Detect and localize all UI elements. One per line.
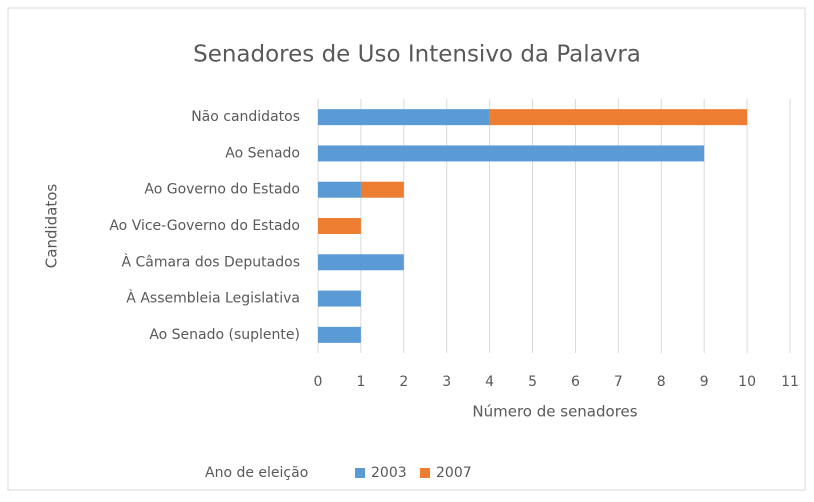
bar (318, 145, 705, 162)
chart-title: Senadores de Uso Intensivo da Palavra (193, 42, 641, 68)
x-tick-label: 9 (700, 374, 709, 390)
y-tick-label: À Assembleia Legislativa (126, 290, 300, 307)
x-tick-label: 11 (781, 374, 799, 390)
x-tick-label: 1 (356, 374, 365, 390)
bar (318, 109, 490, 126)
legend-swatch (420, 468, 430, 478)
legend-swatch (355, 468, 365, 478)
x-tick-label: 10 (738, 374, 756, 390)
y-tick-label: Ao Senado (suplente) (149, 327, 300, 343)
x-tick-label: 7 (614, 374, 623, 390)
y-axis-label: Candidatos (43, 184, 61, 269)
bar (318, 218, 361, 234)
bar (318, 326, 361, 343)
x-tick-label: 3 (442, 374, 451, 390)
x-tick-label: 8 (657, 374, 666, 390)
bar (360, 181, 404, 198)
y-tick-label: À Câmara dos Deputados (121, 253, 300, 270)
y-tick-label: Ao Governo do Estado (144, 182, 300, 198)
bar (489, 109, 748, 126)
y-tick-label: Não candidatos (191, 109, 300, 125)
bar (318, 254, 404, 271)
y-tick-label: Ao Senado (225, 145, 300, 161)
x-tick-label: 4 (485, 374, 494, 390)
chart-border (7, 7, 806, 491)
legend-label: 2007 (436, 465, 472, 481)
bar (318, 181, 361, 198)
x-axis-label: Número de senadores (472, 403, 637, 421)
legend-title: Ano de eleição (205, 465, 308, 481)
x-tick-label: 2 (399, 374, 408, 390)
bar (318, 290, 361, 307)
y-tick-label: Ao Vice-Governo do Estado (109, 218, 300, 234)
x-tick-label: 5 (528, 374, 537, 390)
x-tick-label: 0 (314, 374, 323, 390)
legend-label: 2003 (371, 465, 407, 481)
x-tick-label: 6 (571, 374, 580, 390)
